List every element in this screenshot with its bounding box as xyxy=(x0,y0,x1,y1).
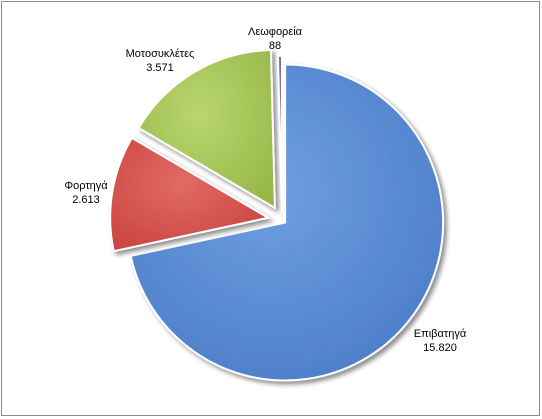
slice-label-value-2: 2.613 xyxy=(72,194,100,206)
slice-label-value-1: 15.820 xyxy=(423,342,457,354)
pie-slice-3 xyxy=(137,48,276,210)
slice-label-value-4: 88 xyxy=(269,40,281,52)
pie-slice-1 xyxy=(129,63,445,382)
slice-label-name-1: Επιβατηγά xyxy=(414,328,467,340)
slice-label-name-3: Μοτοσυκλέτες xyxy=(126,48,195,60)
slices-layer xyxy=(109,48,445,382)
slice-label-name-4: Λεωφορεία xyxy=(248,26,303,38)
pie-slice-4 xyxy=(276,55,283,215)
pie-slice-2 xyxy=(109,136,271,253)
slice-label-value-3: 3.571 xyxy=(146,62,174,74)
labels-layer: Επιβατηγά 15.820 Φορτηγά 2.613 Μοτοσυκλέτες 3… xyxy=(64,26,466,354)
slice-label-name-2: Φορτηγά xyxy=(64,180,108,192)
